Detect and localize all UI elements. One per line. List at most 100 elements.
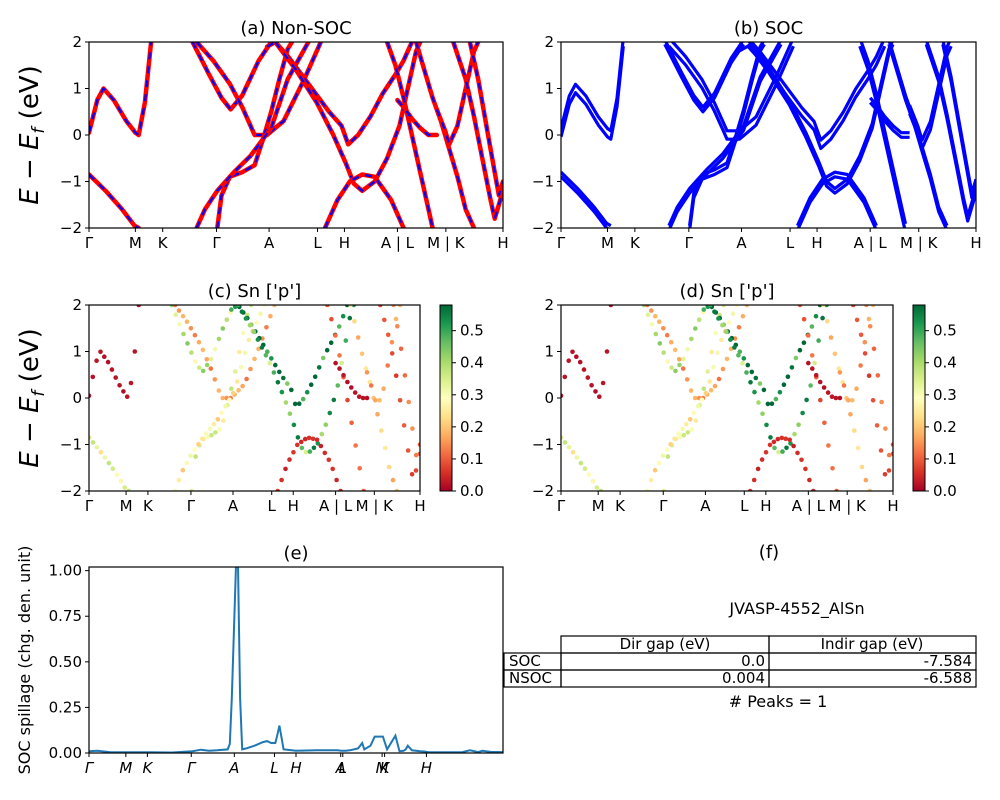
projection-point xyxy=(708,388,714,393)
projection-point xyxy=(780,449,785,454)
y-tick-label: 1 xyxy=(72,80,82,98)
projection-point xyxy=(720,322,725,328)
projection-point xyxy=(801,316,807,322)
projection-point xyxy=(356,394,362,400)
projection-point xyxy=(824,319,830,324)
projection-point xyxy=(132,349,138,354)
projection-point xyxy=(848,412,853,417)
projection-point xyxy=(773,396,779,402)
projection-point xyxy=(312,374,318,380)
x-tick-label: L xyxy=(313,234,322,252)
y-tick-label: 2 xyxy=(72,296,82,314)
projection-point xyxy=(693,418,699,423)
projection-point xyxy=(858,332,864,338)
projection-point xyxy=(668,339,674,345)
projection-point xyxy=(709,349,714,355)
projection-point xyxy=(268,313,273,319)
y-tick-label: −2 xyxy=(60,219,82,237)
projection-point xyxy=(275,380,281,385)
projection-point xyxy=(357,466,363,471)
band-dash-11 xyxy=(415,42,476,228)
projection-point xyxy=(212,346,218,352)
y-axis-label: E − Ef (eV) xyxy=(15,65,49,205)
projection-point xyxy=(349,420,354,426)
projection-point xyxy=(828,335,834,340)
projection-point xyxy=(692,395,698,401)
projection-point xyxy=(398,346,404,352)
projection-point xyxy=(680,366,686,371)
projection-point xyxy=(672,347,678,353)
projection-point xyxy=(653,313,658,319)
projection-point xyxy=(882,472,888,477)
projection-point xyxy=(176,308,182,313)
projection-point xyxy=(246,337,252,343)
projection-point xyxy=(343,338,349,343)
projection-point xyxy=(295,435,301,440)
projection-point xyxy=(574,354,579,360)
projection-point xyxy=(749,369,755,375)
soc-band-8-0 xyxy=(796,170,878,227)
projection-point xyxy=(220,395,225,401)
projection-point xyxy=(122,485,127,490)
band-dash-9 xyxy=(386,42,434,228)
projection-point xyxy=(600,380,606,386)
panel-title: (e) xyxy=(283,543,308,564)
x-tick-label: H xyxy=(414,497,425,515)
projection-point xyxy=(184,319,190,325)
projection-point xyxy=(792,431,797,437)
projection-point xyxy=(211,421,217,427)
projection-point xyxy=(124,394,130,400)
projection-point xyxy=(817,379,823,385)
soc-band-1-1 xyxy=(561,175,610,228)
projection-point xyxy=(229,307,234,312)
projection-point xyxy=(352,390,358,395)
projection-point xyxy=(300,396,306,402)
projection-point xyxy=(302,436,308,442)
projection-point xyxy=(581,367,587,372)
projection-point xyxy=(751,477,757,483)
projection-point xyxy=(304,389,310,395)
projection-point xyxy=(395,324,400,329)
projection-point xyxy=(871,346,877,352)
projection-point xyxy=(326,457,332,463)
projection-point xyxy=(852,428,857,433)
projection-point xyxy=(208,366,214,371)
projection-point xyxy=(837,395,843,401)
projection-point xyxy=(784,445,789,451)
projection-point xyxy=(328,340,334,346)
projection-point xyxy=(254,320,259,325)
projection-point xyxy=(204,362,210,368)
projection-point xyxy=(886,452,892,458)
projection-point xyxy=(217,427,222,432)
band-line-2 xyxy=(190,42,274,112)
projection-point xyxy=(820,315,825,321)
panel-title: (d) Sn ['p'] xyxy=(679,281,774,302)
y-tick-label: 1 xyxy=(544,80,554,98)
projection-point xyxy=(296,401,302,407)
projection-point xyxy=(236,388,241,393)
projection-point xyxy=(109,367,115,372)
projection-point xyxy=(715,350,720,356)
projection-point xyxy=(677,434,683,440)
projection-point xyxy=(207,426,213,432)
x-tick-label: Γ xyxy=(187,497,196,515)
projection-point xyxy=(788,441,793,446)
projection-point xyxy=(874,423,880,428)
projection-point xyxy=(716,316,721,321)
projection-point xyxy=(809,324,815,329)
x-tick-label: H xyxy=(887,497,898,515)
projection-point xyxy=(299,445,305,451)
projection-point xyxy=(841,383,847,388)
material-id: JVASP-4552_AlSn xyxy=(728,599,864,619)
projection-point xyxy=(660,453,666,459)
projection-point xyxy=(688,388,694,393)
projection-point xyxy=(306,435,312,441)
projection-point xyxy=(695,404,701,409)
projection-point xyxy=(405,448,411,453)
projection-point xyxy=(382,445,388,451)
projection-point xyxy=(334,477,339,483)
projection-point xyxy=(336,324,342,329)
projection-point xyxy=(208,356,214,362)
projection-point xyxy=(593,389,598,394)
